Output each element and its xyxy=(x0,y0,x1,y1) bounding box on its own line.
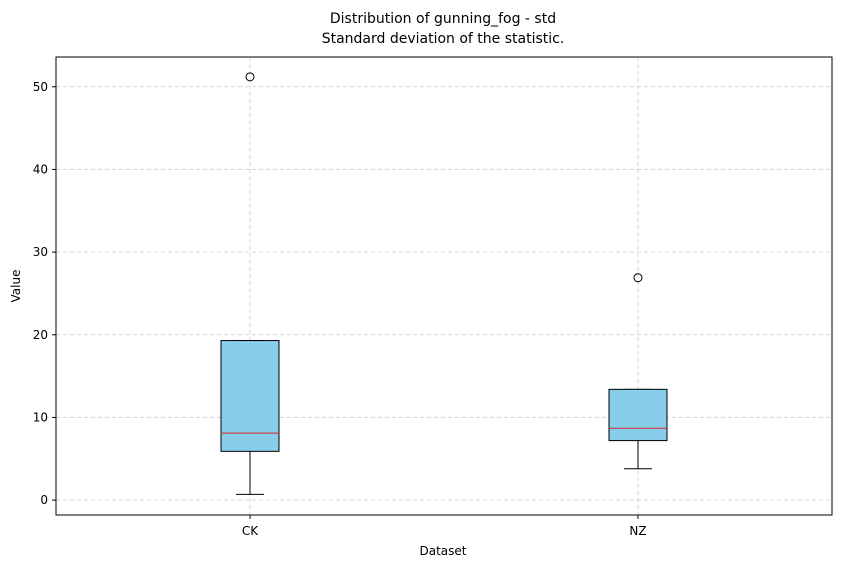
outlier-point xyxy=(633,273,643,283)
y-tick-label: 50 xyxy=(33,80,48,94)
y-axis-label: Value xyxy=(9,270,23,303)
x-tick-label: CK xyxy=(242,524,259,538)
grid xyxy=(56,57,832,515)
y-tick-label: 10 xyxy=(33,410,48,424)
y-tick-label: 0 xyxy=(40,493,48,507)
ticks: 0 10 20 30 40 50 CK NZ xyxy=(33,80,647,538)
boxes xyxy=(220,72,668,495)
chart-subtitle: Standard deviation of the statistic. xyxy=(322,31,565,47)
box-nz xyxy=(608,273,668,470)
x-axis-label: Dataset xyxy=(420,544,467,558)
outlier-point xyxy=(245,72,255,82)
chart-title: Distribution of gunning_fog - std xyxy=(330,11,556,27)
y-tick-label: 40 xyxy=(33,162,48,176)
x-tick-label: NZ xyxy=(629,524,646,538)
y-tick-label: 30 xyxy=(33,245,48,259)
plot-frame xyxy=(55,56,833,516)
y-tick-label: 20 xyxy=(33,328,48,342)
box-ck xyxy=(220,72,280,495)
iqr-box xyxy=(220,340,280,452)
iqr-box xyxy=(608,388,668,442)
